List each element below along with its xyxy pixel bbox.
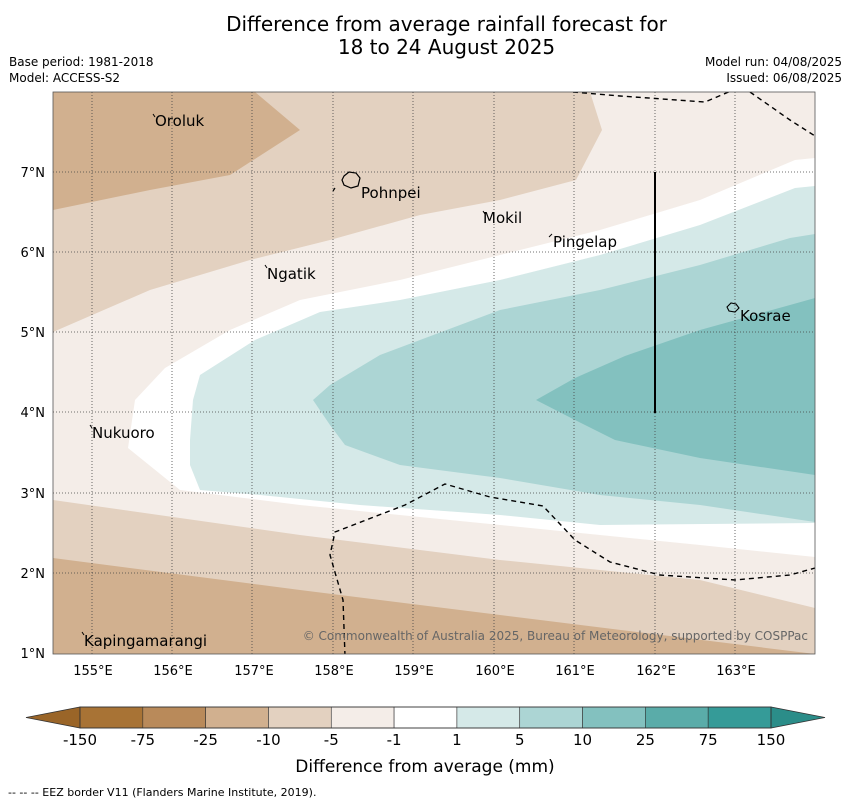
y-tick-label: 5°N [21,326,46,341]
colorbar-segment [519,706,583,729]
colorbar-tick-label: 25 [636,731,655,749]
colorbar-segment [456,706,521,729]
title-line-1: Difference from average rainfall forecas… [226,12,667,36]
y-tick-label: 2°N [21,567,46,582]
x-tick-label: 159°E [394,664,434,679]
colorbar-tick-label: 1 [452,731,462,749]
pohnpei-island [341,171,361,189]
x-axis: 155°E 156°E 157°E 158°E 159°E 160°E 161°… [73,664,756,679]
pingelap-mark [548,233,553,238]
contour-band-north-dark [53,92,300,210]
meta-left: Base period: 1981-2018 Model: ACCESS-S2 [9,54,154,86]
eez-border-northeast [749,92,815,137]
meta-right: Model run: 04/08/2025 Issued: 06/08/2025 [705,54,842,86]
map-frame [52,91,816,655]
mokil-mark [482,210,486,215]
x-tick-label: 155°E [73,664,113,679]
colorbar-tick-label: 150 [757,731,786,749]
eez-legend-note: -- -- -- EEZ border V11 (Flanders Marine… [8,786,317,799]
x-tick-label: 162°E [636,664,676,679]
colorbar-segments [79,706,772,729]
colorbar-segment [330,706,395,729]
nukuoro-mark [89,424,93,429]
copyright-notice: © Commonwealth of Australia 2025, Bureau… [303,629,808,643]
model-run: Model run: 04/08/2025 [704,55,842,69]
y-tick-label: 6°N [21,246,46,261]
place-label-pohnpei: Pohnpei [361,184,421,202]
colorbar-segment [707,706,772,729]
colorbar-segment [645,706,709,729]
colorbar-segment [268,706,332,729]
place-label-kapingamarangi: Kapingamarangi [84,632,207,650]
place-label-ngatik: Ngatik [267,265,316,283]
colorbar-frame [79,706,772,729]
y-axis: 7°N 6°N 5°N 4°N 3°N 2°N 1°N [21,166,46,662]
place-label-mokil: Mokil [483,209,522,227]
x-tick-label: 160°E [475,664,515,679]
colorbar-low-arrow [25,706,81,729]
kapingamarangi-mark [81,631,85,636]
colorbar-labels: -150 -75 -25 -10 -5 -1 1 5 10 25 75 150 [63,731,785,749]
colorbar-segment [205,706,269,729]
colorbar-segment [79,706,144,729]
colorbar-tick-label: -10 [256,731,281,749]
y-tick-label: 7°N [21,166,46,181]
colorbar-tick-label: -150 [63,731,97,749]
pohnpei-islet [332,187,336,192]
y-tick-label: 1°N [21,647,46,662]
x-tick-label: 158°E [314,664,354,679]
x-tick-label: 163°E [716,664,756,679]
contour-band-south-dark [53,558,815,654]
ngatik-mark [264,264,268,269]
colorbar-tick-label: -1 [387,731,402,749]
map-fill [53,92,815,654]
colorbar-tick-label: -75 [131,731,156,749]
colorbar: -150 -75 -25 -10 -5 -1 1 5 10 25 75 150 Difference … [25,706,826,777]
colorbar-segment [582,706,646,729]
colorbar-title: Difference from average (mm) [295,757,554,777]
issued-date: Issued: 06/08/2025 [726,71,842,85]
eez-border-south [329,483,815,654]
contour-band-teal-3 [536,298,815,475]
colorbar-tick-label: 10 [573,731,592,749]
oroluk-mark [152,113,156,118]
model-name: Model: ACCESS-S2 [9,71,121,85]
place-label-oroluk: Oroluk [155,112,204,130]
colorbar-tick-label: -5 [324,731,339,749]
colorbar-tick-label: -25 [193,731,218,749]
x-tick-label: 157°E [234,664,274,679]
colorbar-tick-label: 5 [515,731,525,749]
map-title: Difference from average rainfall forecas… [0,13,850,59]
atoll-marks [81,113,553,636]
kosrae-island [726,302,740,313]
x-tick-label: 161°E [555,664,595,679]
colorbar-segment [142,706,206,729]
place-label-pingelap: Pingelap [553,233,617,251]
place-label-kosrae: Kosrae [740,307,791,325]
base-period: Base period: 1981-2018 [9,55,154,69]
graticule [53,92,815,654]
x-tick-label: 156°E [153,664,193,679]
colorbar-high-arrow [770,706,826,729]
place-label-nukuoro: Nukuoro [92,424,155,442]
eez-borders [329,92,815,654]
colorbar-segment [393,706,458,729]
title-line-2: 18 to 24 August 2025 [337,35,556,59]
y-tick-label: 4°N [21,406,46,421]
y-tick-label: 3°N [21,487,46,502]
colorbar-tick-label: 75 [699,731,718,749]
